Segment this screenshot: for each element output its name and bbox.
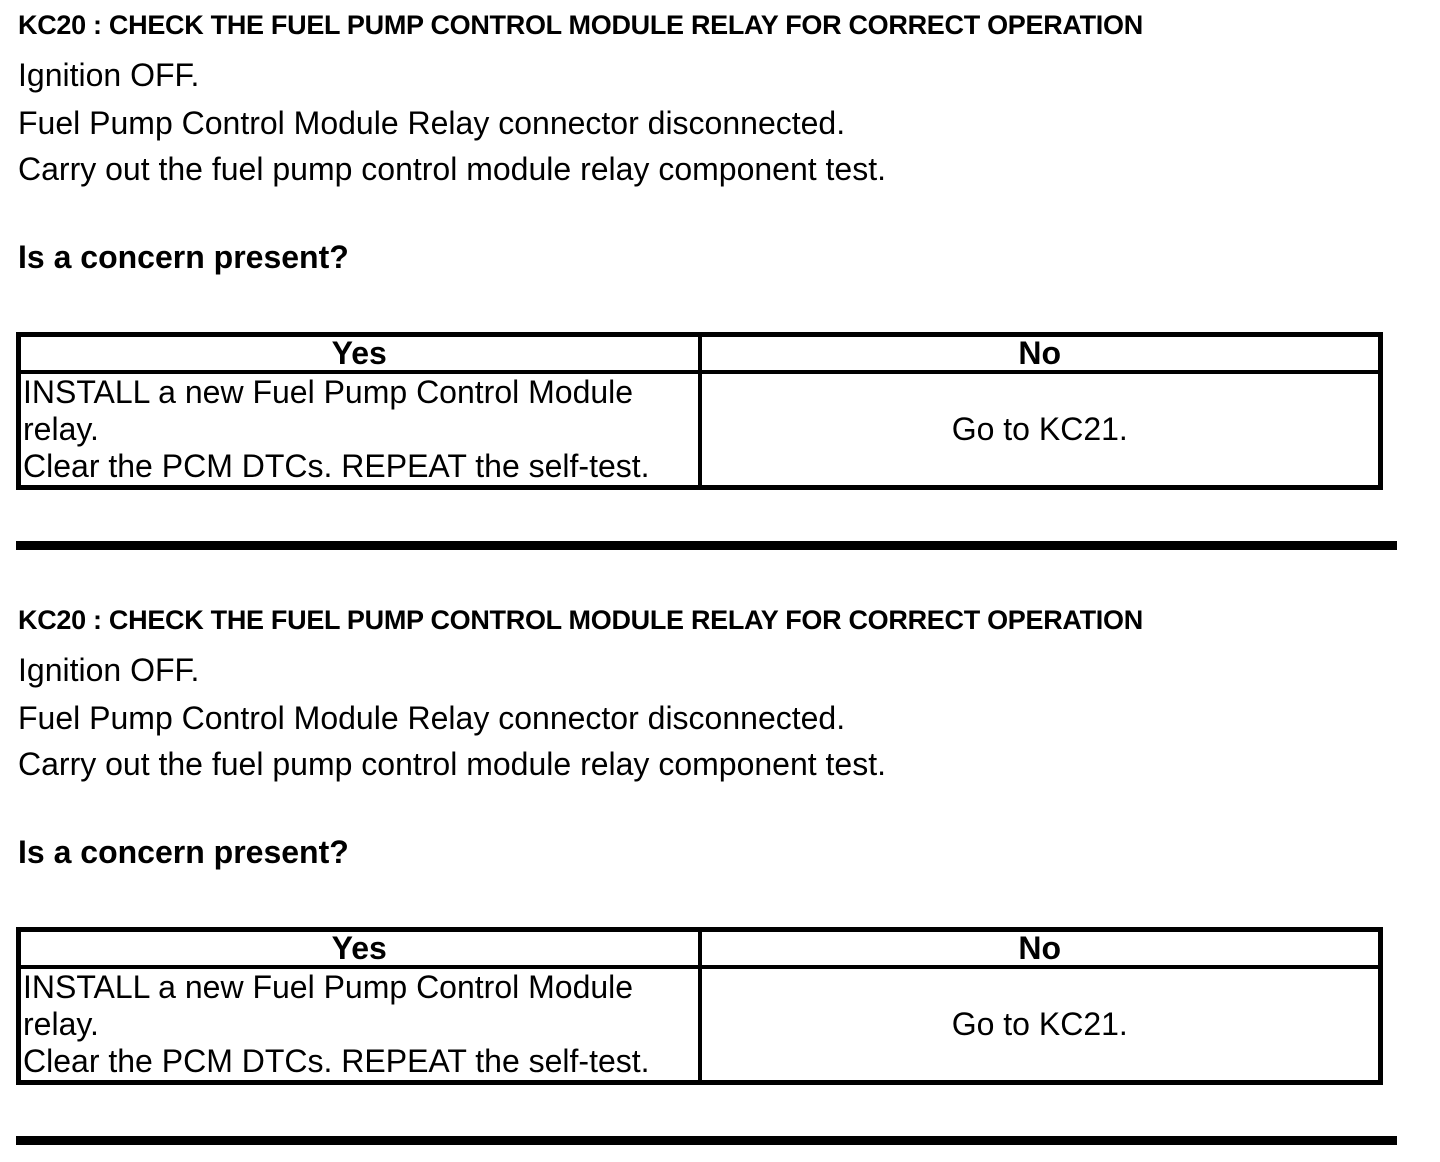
yes-action-cell: INSTALL a new Fuel Pump Control Module r… [16, 965, 702, 1085]
yes-action-line: Clear the PCM DTCs. REPEAT the self-test… [23, 1043, 650, 1079]
no-action-cell: Go to KC21. [697, 965, 1383, 1085]
pinpoint-test-section-1: KC20 : CHECK THE FUEL PUMP CONTROL MODUL… [0, 0, 1440, 560]
section-divider-rule [16, 541, 1397, 550]
decision-table: Yes No INSTALL a new Fuel Pump Control M… [16, 927, 1383, 1085]
instruction-line: Carry out the fuel pump control module r… [18, 151, 886, 187]
yes-action-line: INSTALL a new Fuel Pump Control Module r… [23, 374, 634, 447]
instruction-line: Fuel Pump Control Module Relay connector… [18, 700, 846, 736]
yes-action-line: Clear the PCM DTCs. REPEAT the self-test… [23, 448, 650, 484]
instruction-line: Ignition OFF. [18, 652, 200, 688]
section-heading: KC20 : CHECK THE FUEL PUMP CONTROL MODUL… [18, 10, 1143, 40]
no-action-cell: Go to KC21. [697, 370, 1383, 490]
instruction-line: Fuel Pump Control Module Relay connector… [18, 105, 846, 141]
table-row: INSTALL a new Fuel Pump Control Module r… [16, 370, 1383, 490]
instruction-line: Carry out the fuel pump control module r… [18, 746, 886, 782]
decision-table-header: Yes No [16, 332, 1383, 374]
decision-table-body: INSTALL a new Fuel Pump Control Module r… [16, 965, 1383, 1085]
header-row: Yes No [16, 332, 1383, 374]
section-heading: KC20 : CHECK THE FUEL PUMP CONTROL MODUL… [18, 605, 1143, 635]
no-column-header: No [697, 332, 1383, 374]
concern-question: Is a concern present? [18, 834, 349, 870]
header-row: Yes No [16, 927, 1383, 969]
section-divider-rule [16, 1136, 1397, 1145]
yes-column-header: Yes [16, 332, 702, 374]
table-row: INSTALL a new Fuel Pump Control Module r… [16, 965, 1383, 1085]
yes-column-header: Yes [16, 927, 702, 969]
yes-action-cell: INSTALL a new Fuel Pump Control Module r… [16, 370, 702, 490]
decision-table-body: INSTALL a new Fuel Pump Control Module r… [16, 370, 1383, 490]
pinpoint-test-section-2: KC20 : CHECK THE FUEL PUMP CONTROL MODUL… [0, 595, 1440, 1155]
decision-table: Yes No INSTALL a new Fuel Pump Control M… [16, 332, 1383, 490]
concern-question: Is a concern present? [18, 239, 349, 275]
no-column-header: No [697, 927, 1383, 969]
yes-action-line: INSTALL a new Fuel Pump Control Module r… [23, 969, 634, 1042]
decision-table-header: Yes No [16, 927, 1383, 969]
instruction-line: Ignition OFF. [18, 57, 200, 93]
